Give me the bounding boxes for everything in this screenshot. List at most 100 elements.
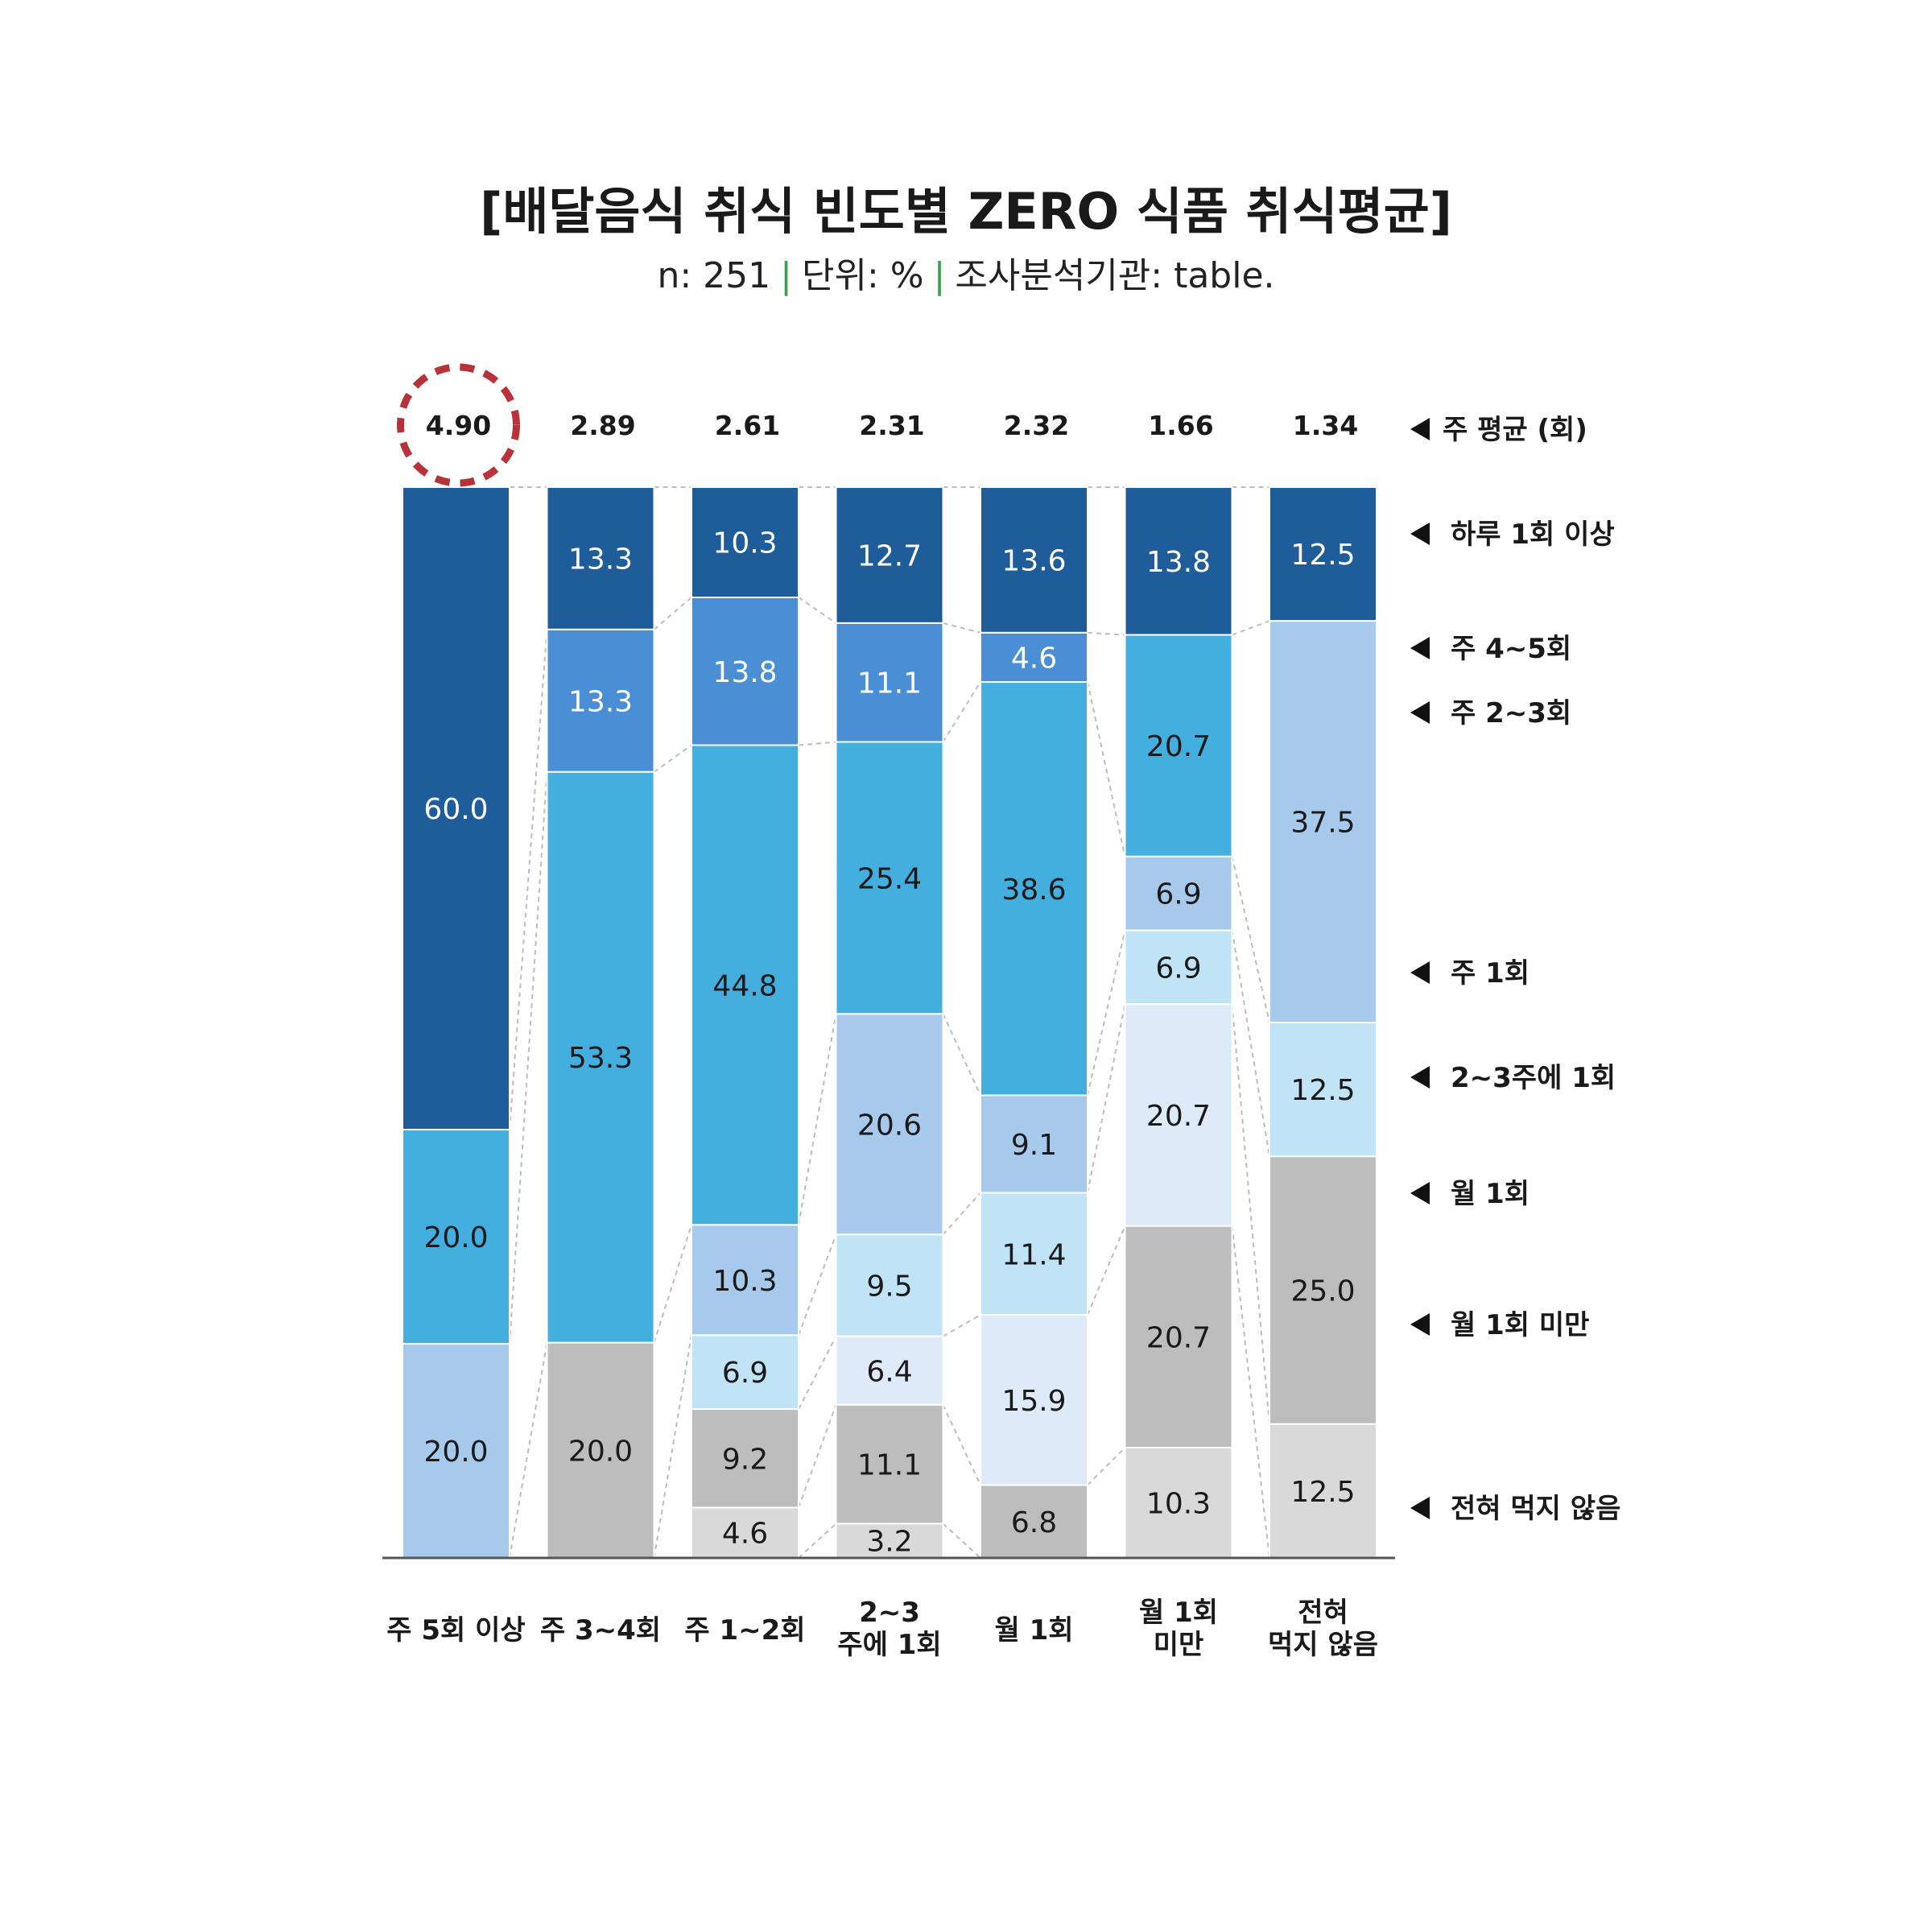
connector-line	[1087, 1447, 1126, 1486]
data-label: 10.3	[712, 527, 777, 560]
bar-segment	[980, 681, 1088, 1097]
connector-line	[653, 744, 692, 773]
data-label: 13.8	[1146, 546, 1211, 579]
legend-average: 주 평균 (회)	[1443, 414, 1587, 446]
connector-line	[1087, 930, 1126, 1096]
bar-segment	[835, 1233, 944, 1337]
bar-segment	[980, 631, 1088, 684]
bar-segment	[835, 1403, 944, 1525]
bar-segment	[691, 1506, 799, 1559]
separator: |	[780, 255, 792, 296]
bar-segment	[835, 622, 944, 743]
data-label: 9.2	[722, 1443, 768, 1476]
category-label: 월 1회	[994, 1614, 1073, 1647]
connector-line	[1087, 1225, 1126, 1316]
triangle-marker	[1410, 1497, 1430, 1519]
average-value: 1.66	[1148, 410, 1213, 441]
bar-segment	[835, 1523, 944, 1559]
connector-line	[942, 1523, 981, 1559]
data-label: 13.6	[1001, 544, 1066, 577]
bars	[402, 486, 1377, 1560]
bar-segment	[835, 1013, 944, 1236]
weekly-averages: 4.90 2.89 2.61 2.31 2.32 1.66 1.34	[397, 363, 1358, 487]
bar-segment	[1124, 855, 1233, 932]
data-label: 6.8	[1011, 1506, 1057, 1539]
legend: 주 평균 (회) 하루 1회 이상주 4~5회주 2~3회주 1회 2~3주에 1회…	[1410, 414, 1620, 1525]
data-label: 12.5	[1290, 539, 1355, 572]
bar-segment	[1269, 620, 1377, 1023]
average-value: 2.61	[715, 410, 780, 441]
chart-subtitle: n: 251 | 단위: % | 조사분석기관: table.	[0, 246, 1932, 298]
triangle-marker	[1410, 637, 1430, 659]
bar-segment	[691, 744, 799, 1226]
average-value: 1.34	[1293, 410, 1358, 441]
category-label: 주 3~4회	[540, 1614, 661, 1647]
data-label: 53.3	[568, 1042, 633, 1075]
bar-segment	[1124, 1003, 1233, 1227]
average-value: 2.31	[859, 410, 924, 441]
average-value: 4.90	[426, 410, 491, 441]
data-label: 44.8	[712, 969, 777, 1002]
bar-segment	[1124, 929, 1233, 1006]
data-label: 12.7	[857, 539, 922, 572]
triangle-marker	[1410, 1182, 1430, 1204]
connector-line	[1087, 681, 1126, 857]
bar-segment	[691, 596, 799, 746]
bar-segment	[1269, 486, 1377, 622]
triangle-marker	[1410, 701, 1430, 724]
connector-line	[1231, 930, 1270, 1157]
connector-line	[942, 681, 981, 743]
data-label: 10.3	[1146, 1488, 1211, 1521]
unit-label: 단위: %	[801, 255, 924, 296]
data-label: 4.6	[1011, 642, 1057, 675]
data-label: 10.3	[712, 1265, 777, 1298]
data-labels: 60.0 20.0 20.0 13.3 13.3 53.3 20.0 10.3 13.8 44.8…	[423, 527, 1355, 1558]
connector-line	[798, 597, 837, 624]
data-label: 12.5	[1290, 1476, 1355, 1509]
connector-line	[942, 1404, 981, 1485]
average-value: 2.89	[570, 410, 635, 441]
connector-line	[1232, 620, 1270, 636]
data-label: 3.2	[866, 1526, 912, 1559]
triangle-marker	[1410, 1313, 1430, 1336]
chart-title: [배달음식 취식 빈도별 ZERO 식품 취식평균]	[480, 182, 1452, 241]
data-label: 6.9	[1155, 952, 1201, 985]
triangle-marker	[1410, 418, 1430, 440]
data-label: 60.0	[423, 793, 488, 826]
category-label: 월 1회 미만	[1139, 1597, 1218, 1661]
connector-line	[1231, 1004, 1270, 1424]
legend-item: 주 2~3회	[1451, 697, 1571, 729]
data-label: 20.7	[1146, 730, 1211, 763]
data-label: 9.5	[866, 1271, 912, 1304]
triangle-marker	[1410, 523, 1430, 545]
connector-line	[509, 1342, 548, 1559]
sample-size: n: 251	[657, 255, 771, 296]
connector-line	[653, 1335, 692, 1559]
data-label: 4.6	[722, 1518, 768, 1551]
legend-item: 2~3주에 1회	[1451, 1062, 1616, 1094]
bar-segment	[402, 486, 510, 1130]
connector-line	[509, 629, 548, 1130]
bar-segment	[1124, 1447, 1233, 1560]
triangle-marker	[1410, 961, 1430, 984]
data-label: 20.0	[423, 1221, 488, 1254]
separator: |	[933, 255, 946, 296]
legend-item: 하루 1회 이상	[1451, 519, 1615, 551]
bar-segment	[546, 628, 655, 773]
data-label: 13.8	[712, 656, 777, 689]
connector-line	[1231, 856, 1270, 1023]
highlight-circle	[397, 363, 520, 487]
connector-line	[798, 1336, 837, 1410]
category-label: 주 5회 이상	[386, 1614, 525, 1647]
bar-segment	[980, 1314, 1088, 1486]
category-label: 주 1~2회	[684, 1614, 805, 1647]
connector-line	[1087, 631, 1125, 636]
data-label: 20.7	[1146, 1100, 1211, 1133]
bar-segment	[402, 1343, 510, 1559]
bar-segment	[1269, 1155, 1377, 1425]
segment-connectors	[509, 486, 1270, 1559]
data-label: 38.6	[1001, 874, 1066, 907]
connector-line	[509, 771, 548, 1345]
connector-line	[1231, 1225, 1270, 1559]
